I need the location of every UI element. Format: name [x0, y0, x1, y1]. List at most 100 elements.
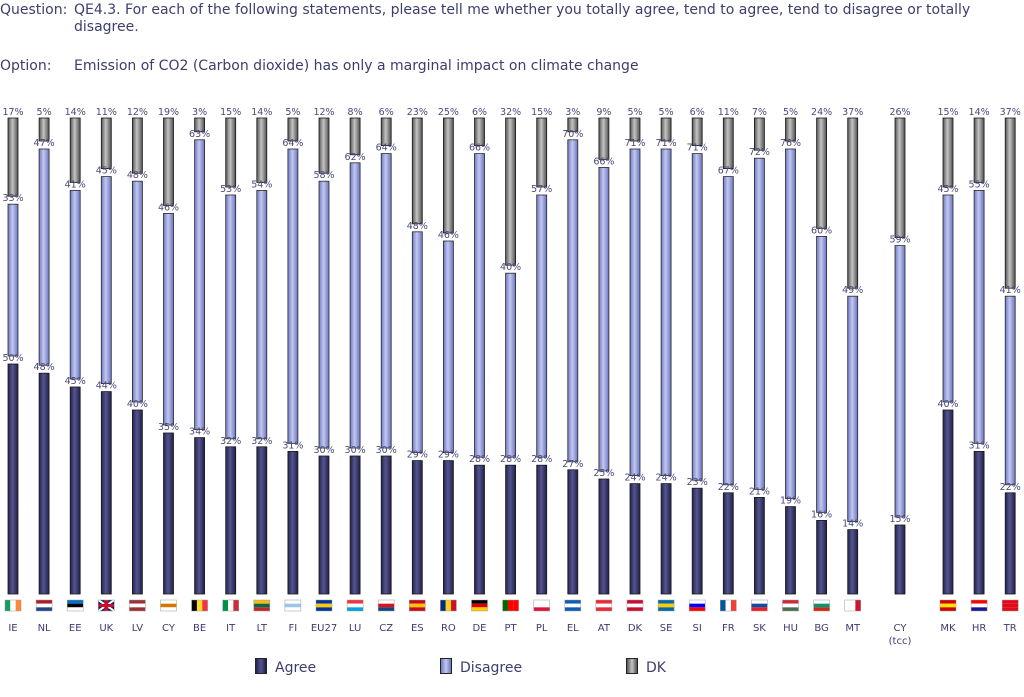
- label-agree-hr: 31%: [969, 440, 990, 451]
- bar-agree-se: [660, 483, 672, 595]
- category-label-ie: IE: [8, 623, 17, 634]
- label-agree-mk: 40%: [937, 399, 958, 410]
- bar-agree-fr: [722, 492, 734, 595]
- label-disagree-ie: 33%: [2, 193, 23, 204]
- label-agree-es: 29%: [407, 450, 428, 461]
- category-label-uk: UK: [99, 623, 113, 634]
- label-disagree-cz: 64%: [376, 143, 397, 154]
- flag-hu-icon: [782, 599, 799, 612]
- bar-agree-sk: [754, 496, 765, 595]
- label-disagree-tr: 41%: [1000, 285, 1021, 296]
- bar-agree-cy: [163, 432, 174, 595]
- bar-agree-pl: [536, 464, 548, 595]
- legend-disagree-label: Disagree: [460, 660, 523, 676]
- flag-de-icon: [471, 599, 488, 612]
- label-disagree-hu: 76%: [780, 138, 801, 149]
- bar-disagree-uk: [100, 176, 112, 385]
- bar-disagree-dk: [629, 148, 641, 477]
- flag-pl-icon: [533, 599, 550, 612]
- category-label-cy-tcc-: CY: [894, 623, 908, 634]
- legend-agree-label: Agree: [275, 660, 317, 676]
- flag-at-icon: [595, 599, 613, 612]
- bar-agree-el: [567, 469, 579, 595]
- category-label-bg: BG: [814, 623, 828, 634]
- label-dk-mt: 37%: [842, 107, 863, 118]
- bar-agree-ie: [7, 363, 19, 595]
- label-disagree-be: 63%: [189, 129, 210, 140]
- label-disagree-se: 71%: [656, 138, 677, 149]
- flag-bg-icon: [813, 599, 830, 612]
- option-label: Option:: [0, 58, 52, 74]
- category-label-hr: HR: [972, 623, 987, 634]
- label-dk-ee: 14%: [65, 107, 86, 118]
- label-dk-cy: 19%: [158, 107, 179, 118]
- label-agree-fi: 31%: [282, 440, 303, 451]
- flag-pt-icon: [502, 599, 519, 612]
- label-agree-mt: 14%: [842, 519, 863, 530]
- label-disagree-lu: 62%: [345, 152, 366, 163]
- flag-fr-icon: [720, 599, 737, 612]
- label-agree-it: 32%: [220, 436, 241, 447]
- label-dk-mk: 15%: [937, 107, 958, 118]
- category-label-lv: LV: [132, 623, 143, 634]
- bar-dk-cy: [163, 117, 174, 206]
- label-disagree-el: 70%: [562, 129, 583, 140]
- bar-disagree-tr: [1004, 295, 1016, 486]
- bar-dk-bg: [816, 117, 827, 229]
- category-label-de: DE: [472, 623, 486, 634]
- label-dk-lt: 14%: [251, 107, 272, 118]
- label-dk-ro: 25%: [438, 107, 459, 118]
- bar-dk-se: [660, 117, 672, 142]
- bar-dk-ee: [69, 117, 81, 183]
- label-agree-lv: 40%: [127, 399, 148, 410]
- label-dk-hu: 5%: [783, 107, 798, 118]
- category-label-si: SI: [693, 623, 702, 634]
- flag-dk-icon: [626, 599, 644, 612]
- category-label-nl: NL: [38, 623, 51, 634]
- category-label-ee: EE: [69, 623, 82, 634]
- bar-agree-it: [225, 446, 237, 595]
- bar-agree-pt: [505, 464, 517, 595]
- flag-nl-icon: [35, 599, 53, 612]
- bar-dk-fr: [722, 117, 734, 169]
- label-disagree-uk: 45%: [96, 166, 117, 177]
- label-disagree-nl: 47%: [34, 138, 55, 149]
- label-dk-lu: 8%: [348, 107, 363, 118]
- flag-it-icon: [222, 599, 239, 612]
- bar-agree-ee: [69, 386, 81, 595]
- label-agree-fr: 22%: [718, 482, 739, 493]
- bar-dk-hu: [785, 117, 796, 142]
- label-disagree-cy-tcc-: 59%: [889, 235, 910, 246]
- bar-disagree-hu: [785, 148, 796, 500]
- flag-lv-icon: [129, 599, 146, 612]
- category-label-sk: SK: [753, 623, 766, 634]
- label-agree-dk: 24%: [624, 473, 645, 484]
- label-dk-pl: 15%: [531, 107, 552, 118]
- label-dk-it: 15%: [220, 107, 241, 118]
- legend-disagree: Disagree: [440, 658, 522, 678]
- label-agree-at: 25%: [593, 468, 614, 479]
- legend-dk: DK: [626, 658, 666, 678]
- bar-disagree-lv: [131, 180, 143, 403]
- legend-disagree-swatch: [440, 658, 452, 674]
- category-label-se: SE: [660, 623, 673, 634]
- flag-lu-icon: [346, 599, 364, 612]
- label-dk-fi: 5%: [285, 107, 300, 118]
- bar-agree-nl: [38, 372, 50, 595]
- bar-dk-ie: [7, 117, 19, 197]
- bar-dk-hr: [973, 117, 985, 183]
- bar-dk-es: [411, 117, 423, 225]
- label-dk-es: 23%: [407, 107, 428, 118]
- bar-agree-eu27: [318, 455, 330, 595]
- label-dk-lv: 12%: [127, 107, 148, 118]
- bar-disagree-se: [660, 148, 672, 477]
- label-dk-pt: 32%: [500, 107, 521, 118]
- flag-tr-icon: [1001, 599, 1019, 612]
- label-agree-cz: 30%: [376, 445, 397, 456]
- label-disagree-mt: 49%: [842, 285, 863, 296]
- bars-layer: [7, 117, 1016, 595]
- label-disagree-it: 53%: [220, 184, 241, 195]
- label-disagree-fr: 67%: [718, 166, 739, 177]
- label-dk-bg: 24%: [811, 107, 832, 118]
- bar-agree-cy-tcc-: [894, 524, 906, 595]
